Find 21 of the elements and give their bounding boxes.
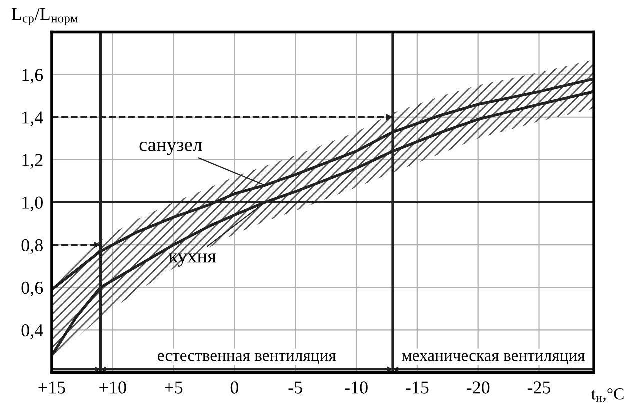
y-axis-title: L$_{ср}$/L$_{норм}$ — [12, 8, 78, 26]
x-tick-label: -10 — [345, 382, 368, 394]
y-tick-label: 1,0 — [22, 196, 43, 212]
y-tick-label: 1,2 — [22, 154, 43, 169]
x-tick-label: -5 — [288, 382, 302, 394]
y-tick-label: 0,6 — [22, 282, 44, 297]
x-axis-title: t$_{н}$,°C — [592, 388, 624, 402]
text: санузел — [140, 142, 202, 156]
x-tick-label: -15 — [406, 382, 429, 394]
x-tick-label: 0 — [230, 382, 239, 394]
x-tick-label: +15 — [38, 382, 66, 394]
x-tick-label: +5 — [165, 382, 183, 394]
annotation: механическая вентиляция — [402, 353, 586, 364]
x-tick-label: -25 — [528, 382, 551, 394]
y-tick-label: 0,8 — [22, 239, 43, 254]
y-tick-label: 1,6 — [22, 69, 44, 84]
annotation: естественная вентиляция — [158, 353, 336, 364]
x-tick-label: -20 — [466, 382, 490, 394]
y-tick-label: 1,4 — [22, 112, 44, 126]
x-tick-label: +10 — [100, 382, 126, 394]
y-tick-label: 0,4 — [22, 324, 44, 340]
